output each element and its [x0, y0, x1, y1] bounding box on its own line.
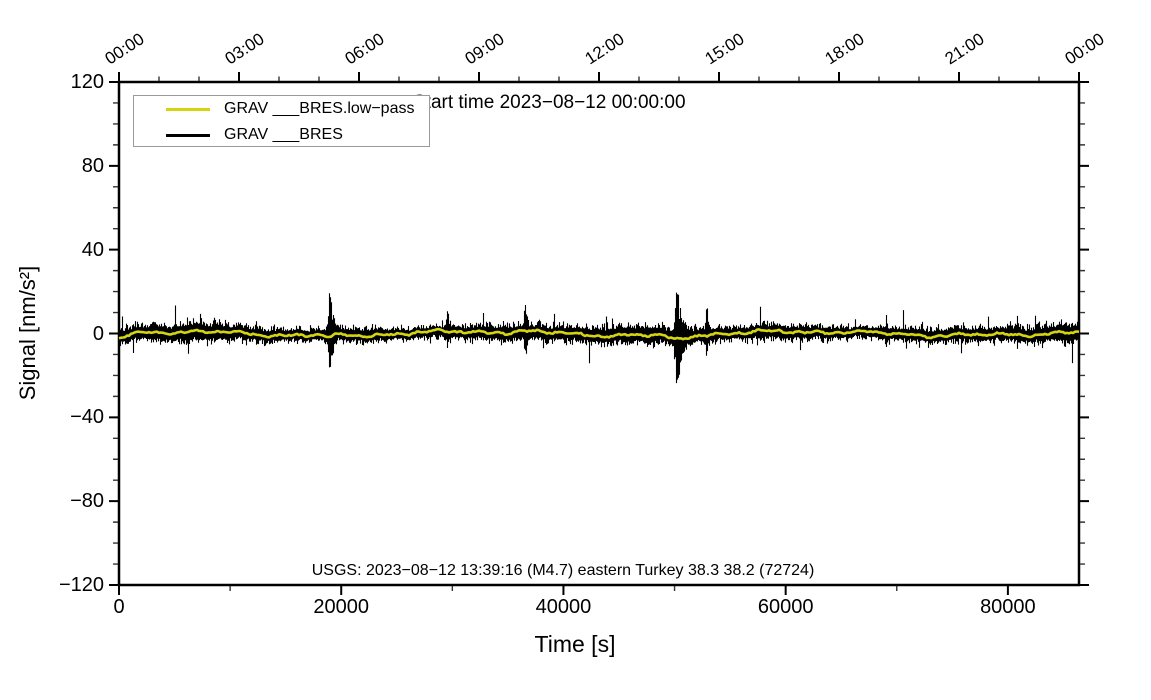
minor-ticks	[113, 76, 1085, 591]
y-tick-label: 120	[70, 71, 104, 93]
y-tick-label: −120	[58, 574, 104, 596]
y-tick-label: 80	[81, 154, 104, 177]
lowpass-line-swatch	[166, 108, 210, 111]
raw-line-swatch	[166, 134, 210, 137]
event-annotation: USGS: 2023−08−12 13:39:16 (M4.7) eastern…	[311, 562, 815, 579]
x-tick-label-bottom: 20000	[313, 596, 370, 618]
y-tick-label: −80	[70, 490, 104, 513]
y-tick-label: 0	[92, 322, 104, 345]
legend-item-raw: GRAV ___BRES	[134, 122, 429, 148]
x-axis-label: Time [s]	[534, 631, 616, 657]
plot-title: Start time 2023−08−12 00:00:00	[413, 92, 686, 113]
y-tick-label: −40	[70, 406, 104, 429]
legend-label-lowpass: GRAV ___BRES.low−pass	[224, 100, 415, 117]
x-tick-label-bottom: 0	[113, 596, 125, 618]
legend-item-lowpass: GRAV ___BRES.low−pass	[134, 96, 429, 122]
y-tick-label: 40	[81, 238, 104, 261]
major-ticks	[109, 72, 1089, 595]
legend-label-raw: GRAV ___BRES	[224, 126, 343, 143]
series-lowpass-path	[118, 327, 1080, 341]
x-tick-label-bottom: 60000	[757, 596, 814, 618]
x-tick-label-bottom: 80000	[980, 596, 1036, 618]
legend: GRAV ___BRES.low−pass GRAV ___BRES	[133, 95, 430, 147]
x-tick-label-bottom: 40000	[535, 596, 592, 618]
